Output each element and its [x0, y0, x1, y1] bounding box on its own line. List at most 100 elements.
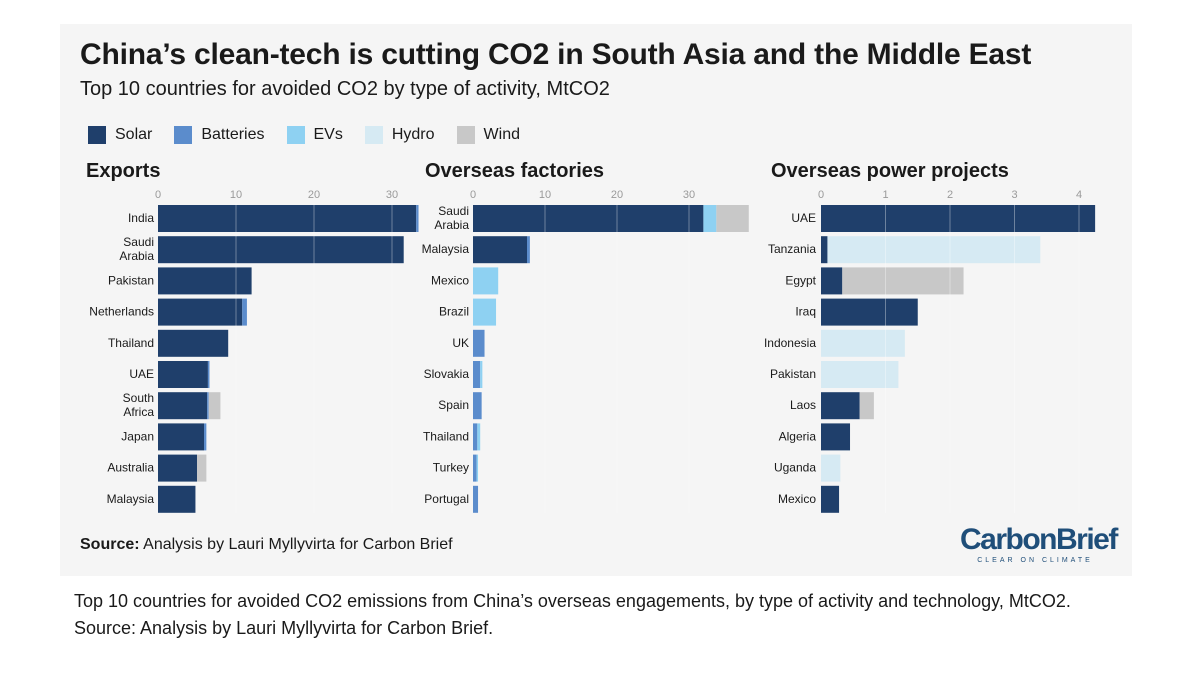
- legend-item-hydro: Hydro: [364, 126, 435, 144]
- overseas-power-projects-bar-pakistan-hydro: [821, 361, 899, 388]
- legend-swatch-wind: [456, 126, 475, 144]
- exports-category-label: Thailand: [108, 336, 154, 350]
- figure-caption: Top 10 countries for avoided CO2 emissio…: [74, 588, 1174, 642]
- overseas-factories-bar-thailand-batteries: [473, 423, 478, 451]
- legend-label-wind: Wind: [483, 126, 520, 143]
- overseas-factories-bar-turkey-batteries: [473, 454, 477, 482]
- exports-bar-australia-wind: [197, 454, 207, 482]
- legend-label-evs: EVs: [313, 126, 343, 143]
- overseas-power-projects-category-label: UAE: [791, 211, 816, 225]
- overseas-power-projects-category-label: Mexico: [778, 492, 816, 506]
- overseas-factories-tick-label: 30: [683, 189, 695, 201]
- exports-category-label: Saudi Arabia: [119, 235, 154, 263]
- chart-panel: China’s clean-tech is cutting CO2 in Sou…: [60, 24, 1132, 576]
- source-prefix: Source:: [80, 536, 140, 553]
- overseas-factories-tick-label: 10: [539, 189, 551, 201]
- overseas-power-projects-category-label: Indonesia: [764, 336, 816, 350]
- overseas-power-projects-category-label: Algeria: [779, 429, 817, 443]
- overseas-power-projects-bar-egypt-wind: [842, 267, 964, 295]
- overseas-factories-category-label: Turkey: [433, 461, 469, 475]
- logo-tagline: CLEAR ON CLIMATE: [977, 557, 1093, 564]
- overseas-power-projects-category-label: Egypt: [785, 273, 816, 287]
- exports-category-label: Netherlands: [89, 305, 154, 319]
- overseas-power-projects-bar-uae-solar: [821, 205, 1096, 232]
- overseas-power-projects-tick-label: 3: [1011, 189, 1017, 201]
- exports-bar-south-africa-wind: [208, 392, 221, 420]
- overseas-factories-bar-thailand-evs: [477, 423, 481, 451]
- overseas-power-projects-bar-mexico-solar: [821, 485, 840, 513]
- exports-category-label: Pakistan: [108, 273, 154, 287]
- overseas-factories-category-label: Malaysia: [422, 242, 470, 256]
- legend-swatch-solar: [88, 126, 106, 144]
- exports-category-label: India: [128, 211, 154, 225]
- exports-bar-uae-batteries: [207, 361, 210, 388]
- overseas-factories-bar-mexico-evs: [473, 267, 499, 295]
- overseas-power-projects-category-label: Iraq: [795, 305, 816, 319]
- overseas-factories-category-label: Thailand: [423, 429, 469, 443]
- source-note: Source: Analysis by Lauri Myllyvirta for…: [80, 536, 453, 554]
- legend-item-wind: Wind: [456, 126, 520, 144]
- overseas-power-projects-bar-egypt-solar: [821, 267, 843, 295]
- overseas-power-projects-tick-label: 2: [947, 189, 953, 201]
- overseas-power-projects-bar-uganda-hydro: [821, 454, 841, 482]
- overseas-power-projects-bar-laos-wind: [859, 392, 874, 420]
- exports-bar-malaysia-solar: [158, 485, 196, 513]
- exports-tick-label: 10: [230, 189, 242, 201]
- legend-swatch-hydro: [364, 126, 383, 144]
- exports-bar-netherlands-solar: [158, 298, 243, 326]
- overseas-factories-tick-label: 0: [470, 189, 476, 201]
- overseas-factories-bar-saudi-arabia-wind: [716, 205, 749, 232]
- exports-category-label: South Africa: [123, 391, 155, 419]
- overseas-factories-title: Overseas factories: [425, 160, 604, 182]
- overseas-power-projects-category-label: Laos: [790, 398, 816, 412]
- exports-bar-netherlands-batteries: [242, 298, 247, 326]
- overseas-power-projects-tick-label: 1: [882, 189, 888, 201]
- overseas-power-projects-title: Overseas power projects: [771, 160, 1009, 182]
- legend-label-hydro: Hydro: [391, 126, 435, 143]
- overseas-factories-category-label: Mexico: [431, 273, 469, 287]
- exports-bar-saudi-arabia-solar: [158, 236, 404, 264]
- exports-bar-japan-solar: [158, 423, 205, 451]
- overseas-power-projects-category-label: Uganda: [774, 461, 816, 475]
- overseas-factories-bar-turkey-evs: [476, 454, 479, 482]
- legend-swatch-batteries: [174, 126, 193, 144]
- exports-tick-label: 0: [155, 189, 161, 201]
- caption-line-2: Source: Analysis by Lauri Myllyvirta for…: [74, 618, 494, 638]
- overseas-power-projects-tick-label: 0: [818, 189, 824, 201]
- overseas-factories-bar-slovakia-evs: [480, 361, 483, 388]
- exports-bar-india-batteries: [416, 205, 419, 232]
- overseas-factories-category-label: Spain: [438, 398, 469, 412]
- overseas-power-projects-tick-label: 4: [1076, 189, 1082, 201]
- exports-category-label: UAE: [129, 367, 154, 381]
- source-text: Analysis by Lauri Myllyvirta for Carbon …: [143, 536, 453, 553]
- chart-subtitle: Top 10 countries for avoided CO2 by type…: [80, 78, 610, 100]
- overseas-factories-category-label: Brazil: [439, 305, 469, 319]
- overseas-factories-category-label: Saudi Arabia: [434, 204, 469, 232]
- overseas-factories-bar-brazil-evs: [473, 298, 497, 326]
- overseas-factories-bar-spain-batteries: [473, 392, 482, 420]
- overseas-power-projects-bar-algeria-solar: [821, 423, 851, 451]
- exports-bar-uae-solar: [158, 361, 208, 388]
- overseas-factories-category-label: UK: [452, 336, 469, 350]
- overseas-power-projects-bar-indonesia-hydro: [821, 329, 905, 357]
- exports-bar-south-africa-solar: [158, 392, 208, 420]
- overseas-factories-bar-slovakia-batteries: [473, 361, 481, 388]
- overseas-power-projects-category-label: Tanzania: [768, 242, 816, 256]
- exports-bar-india-solar: [158, 205, 417, 232]
- overseas-factories-category-label: Portugal: [424, 492, 469, 506]
- exports-bar-japan-batteries: [204, 423, 207, 451]
- exports-tick-label: 20: [308, 189, 320, 201]
- overseas-factories-tick-label: 20: [611, 189, 623, 201]
- carbonbrief-logo: CarbonBrief CLEAR ON CLIMATE: [960, 523, 1118, 565]
- legend-item-evs: EVs: [286, 126, 343, 144]
- exports-bar-south-africa-batteries: [207, 392, 209, 420]
- exports-bar-australia-solar: [158, 454, 197, 482]
- overseas-power-projects-bar-iraq-solar: [821, 298, 918, 326]
- overseas-factories-category-label: Slovakia: [424, 367, 470, 381]
- exports-bar-pakistan-solar: [158, 267, 252, 295]
- legend-label-batteries: Batteries: [201, 126, 265, 143]
- logo-wordmark: CarbonBrief: [960, 523, 1118, 556]
- caption-line-1: Top 10 countries for avoided CO2 emissio…: [74, 591, 1071, 611]
- overseas-factories-bar-uk-batteries: [473, 329, 485, 357]
